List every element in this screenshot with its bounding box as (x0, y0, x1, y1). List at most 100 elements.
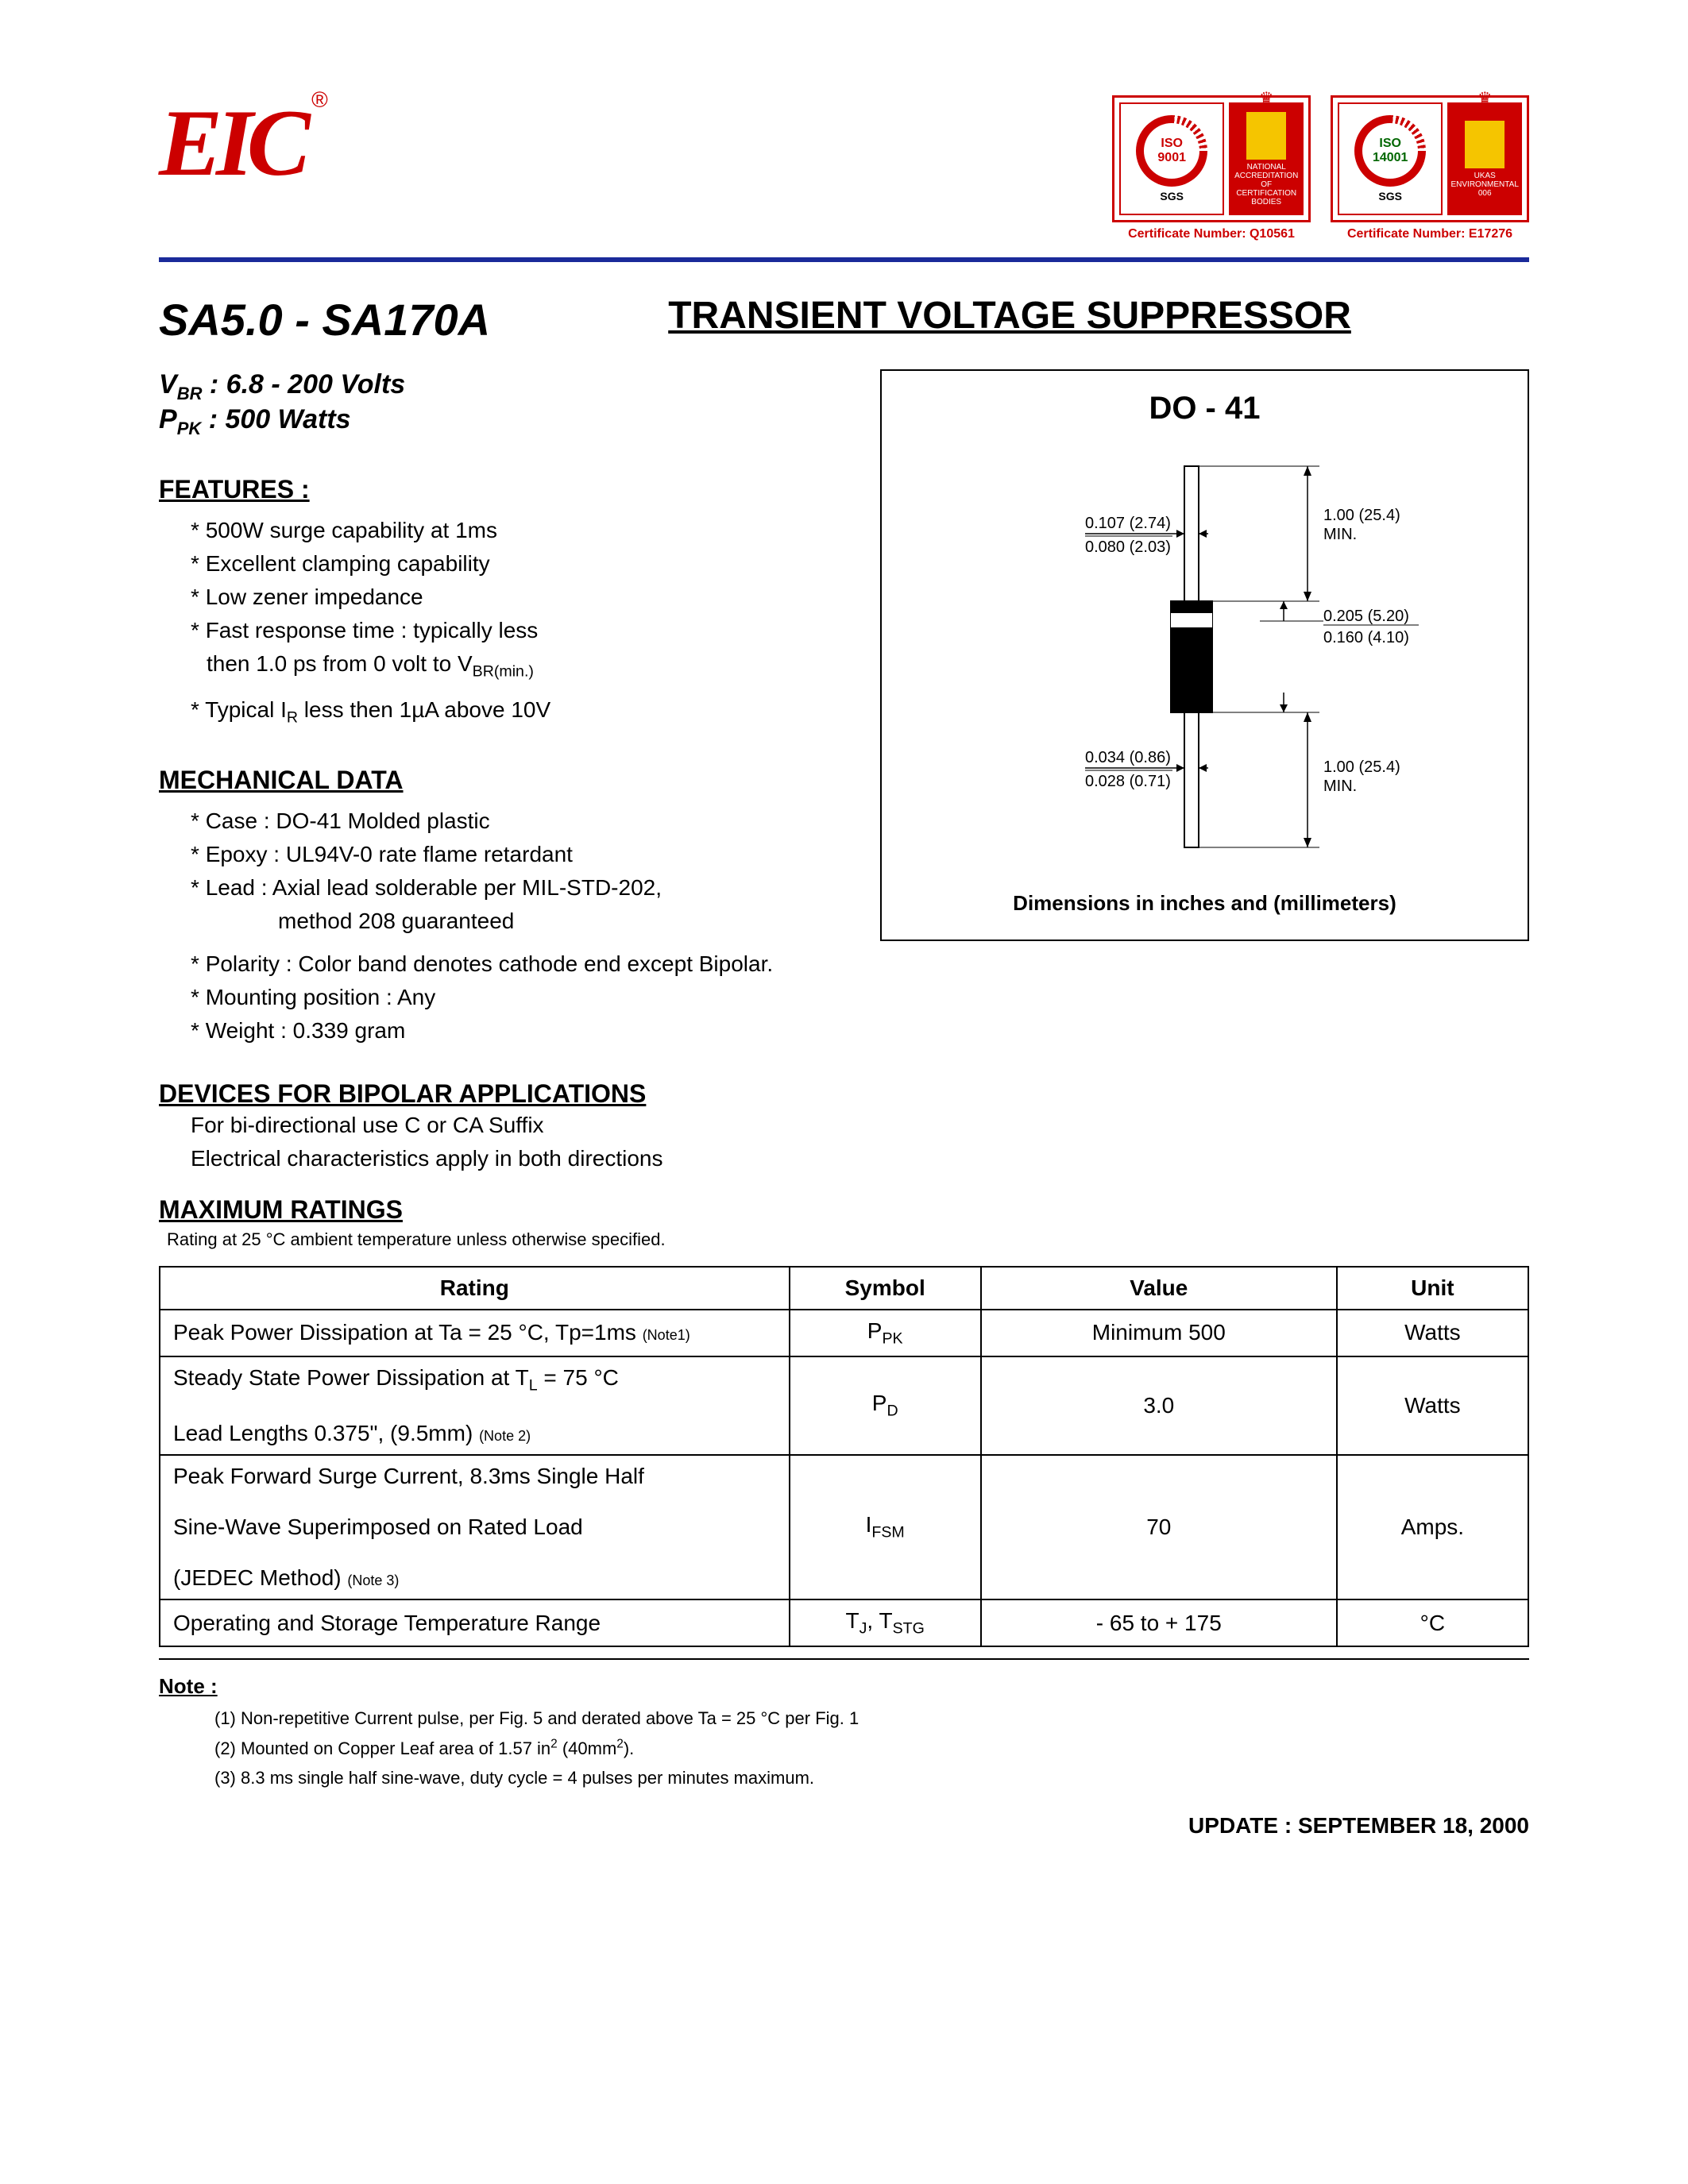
unit-cell: Amps. (1337, 1455, 1528, 1599)
ribbon-icon (1246, 112, 1286, 160)
max-ratings-subtext: Rating at 25 °C ambient temperature unle… (159, 1229, 1529, 1250)
brand-logo: EIC ® (159, 95, 304, 191)
feature-continuation: then 1.0 ps from 0 volt to VBR(min.) (159, 647, 840, 684)
header-row: EIC ® ISO 9001 SGS ♛ NATIONAL ACCR (159, 95, 1529, 241)
sgs-label: SGS (1160, 190, 1184, 203)
update-date: UPDATE : SEPTEMBER 18, 2000 (159, 1813, 1529, 1839)
features-list-2: Typical IR less then 1µA above 10V (159, 693, 840, 730)
iso-top: ISO (1379, 137, 1401, 151)
symbol-cell: PD (790, 1356, 981, 1455)
feature-item: 500W surge capability at 1ms (191, 514, 840, 547)
mechanical-list: Case : DO-41 Molded plastic Epoxy : UL94… (159, 805, 840, 905)
part-number-title: SA5.0 - SA170A (159, 294, 490, 345)
cert-side-text: UKAS ENVIRONMENTAL 006 (1450, 172, 1519, 198)
feature-item: Low zener impedance (191, 581, 840, 614)
package-diagram: 0.107 (2.74) 0.080 (2.03) 1.00 (25.4) MI… (898, 450, 1512, 863)
th-value: Value (981, 1267, 1337, 1310)
feature-item: Excellent clamping capability (191, 547, 840, 581)
table-row: Steady State Power Dissipation at TL = 7… (160, 1356, 1528, 1455)
left-column: VBR : 6.8 - 200 Volts PPK : 500 Watts FE… (159, 369, 840, 1048)
dim-body-bot: 0.160 (4.10) (1323, 629, 1409, 646)
rating-cell: Peak Forward Surge Current, 8.3ms Single… (160, 1455, 790, 1599)
vbr-label: V (159, 369, 177, 399)
features-heading: FEATURES : (159, 475, 840, 504)
bipolar-section: DEVICES FOR BIPOLAR APPLICATIONS For bi-… (159, 1079, 1529, 1175)
note-item: (2) Mounted on Copper Leaf area of 1.57 … (214, 1734, 1529, 1763)
mechanical-item: Polarity : Color band denotes cathode en… (191, 947, 840, 981)
bipolar-line2: Electrical characteristics apply in both… (159, 1142, 1529, 1175)
vbr-sub: BR (177, 384, 203, 403)
crown-icon: ♛ (1477, 88, 1492, 108)
vbr-spec: VBR : 6.8 - 200 Volts (159, 369, 840, 404)
title-row: SA5.0 - SA170A TRANSIENT VOLTAGE SUPPRES… (159, 294, 1529, 345)
dim-leadlen2-bot: MIN. (1323, 778, 1357, 795)
ppk-label: P (159, 404, 177, 434)
dim-body-top: 0.205 (5.20) (1323, 608, 1409, 625)
rating-cell: Steady State Power Dissipation at TL = 7… (160, 1356, 790, 1455)
notes-section: Note : (1) Non-repetitive Current pulse,… (159, 1674, 1529, 1792)
package-box: DO - 41 0.107 (2.74) (880, 369, 1529, 941)
notes-divider (159, 1658, 1529, 1660)
cert-badges: ISO 9001 SGS ♛ NATIONAL ACCREDITATION OF… (1112, 95, 1529, 241)
vbr-val: : 6.8 - 200 Volts (202, 369, 405, 399)
burst-icon: ISO 14001 (1354, 115, 1426, 187)
ratings-table: Rating Symbol Value Unit Peak Power Diss… (159, 1266, 1529, 1648)
dim-leadlen-bot: MIN. (1323, 526, 1357, 543)
cert-right: ♛ NATIONAL ACCREDITATION OF CERTIFICATIO… (1229, 102, 1304, 215)
unit-cell: Watts (1337, 1310, 1528, 1357)
burst-icon: ISO 9001 (1136, 115, 1207, 187)
note-item: (3) 8.3 ms single half sine-wave, duty c… (214, 1763, 1529, 1792)
right-column: DO - 41 0.107 (2.74) (880, 369, 1529, 941)
product-title: TRANSIENT VOLTAGE SUPPRESSOR (490, 294, 1529, 338)
dim-lead-dia-top: 0.107 (2.74) (1085, 515, 1171, 532)
iso-top: ISO (1161, 137, 1183, 151)
table-row: Operating and Storage Temperature Range … (160, 1599, 1528, 1647)
unit-cell: °C (1337, 1599, 1528, 1647)
mechanical-item: Mounting position : Any (191, 981, 840, 1014)
table-header-row: Rating Symbol Value Unit (160, 1267, 1528, 1310)
cert-item-iso9001: ISO 9001 SGS ♛ NATIONAL ACCREDITATION OF… (1112, 95, 1311, 241)
mechanical-heading: MECHANICAL DATA (159, 766, 840, 795)
package-caption: Dimensions in inches and (millimeters) (898, 891, 1512, 916)
mechanical-item: Epoxy : UL94V-0 rate flame retardant (191, 838, 840, 871)
cert-left: ISO 14001 SGS (1338, 102, 1443, 215)
unit-cell: Watts (1337, 1356, 1528, 1455)
notes-heading: Note : (159, 1674, 1529, 1699)
symbol-cell: PPK (790, 1310, 981, 1357)
cert-left: ISO 9001 SGS (1119, 102, 1224, 215)
content-two-col: VBR : 6.8 - 200 Volts PPK : 500 Watts FE… (159, 369, 1529, 1048)
cert-number: Certificate Number: Q10561 (1112, 227, 1311, 241)
do41-diagram-svg: 0.107 (2.74) 0.080 (2.03) 1.00 (25.4) MI… (926, 450, 1482, 863)
th-unit: Unit (1337, 1267, 1528, 1310)
symbol-cell: IFSM (790, 1455, 981, 1599)
ppk-spec: PPK : 500 Watts (159, 404, 840, 439)
logo-text: EIC (159, 90, 304, 195)
value-cell: - 65 to + 175 (981, 1599, 1337, 1647)
ribbon-icon (1465, 121, 1505, 168)
ppk-sub: PK (177, 419, 202, 438)
symbol-cell: TJ, TSTG (790, 1599, 981, 1647)
ratings-tbody: Peak Power Dissipation at Ta = 25 °C, Tp… (160, 1310, 1528, 1647)
dim-band-bot: 0.028 (0.71) (1085, 773, 1171, 790)
feature-item: Fast response time : typically less (191, 614, 840, 647)
iso-num: 14001 (1373, 151, 1408, 165)
mechanical-item: Case : DO-41 Molded plastic (191, 805, 840, 838)
mechanical-item: Lead : Axial lead solderable per MIL-STD… (191, 871, 840, 905)
package-title: DO - 41 (898, 391, 1512, 426)
value-cell: Minimum 500 (981, 1310, 1337, 1357)
rating-cell: Operating and Storage Temperature Range (160, 1599, 790, 1647)
crown-icon: ♛ (1259, 88, 1273, 108)
dim-band-top: 0.034 (0.86) (1085, 749, 1171, 766)
mechanical-list-2: Polarity : Color band denotes cathode en… (159, 947, 840, 1048)
sgs-label: SGS (1378, 190, 1402, 203)
max-ratings-heading: MAXIMUM RATINGS (159, 1195, 1529, 1225)
value-cell: 3.0 (981, 1356, 1337, 1455)
mechanical-continuation: method 208 guaranteed (159, 905, 840, 938)
features-list: 500W surge capability at 1ms Excellent c… (159, 514, 840, 647)
th-rating: Rating (160, 1267, 790, 1310)
dim-leadlen2-top: 1.00 (25.4) (1323, 758, 1400, 776)
notes-list: (1) Non-repetitive Current pulse, per Fi… (159, 1704, 1529, 1792)
bipolar-heading: DEVICES FOR BIPOLAR APPLICATIONS (159, 1079, 1529, 1109)
table-row: Peak Forward Surge Current, 8.3ms Single… (160, 1455, 1528, 1599)
iso-num: 9001 (1157, 151, 1186, 165)
